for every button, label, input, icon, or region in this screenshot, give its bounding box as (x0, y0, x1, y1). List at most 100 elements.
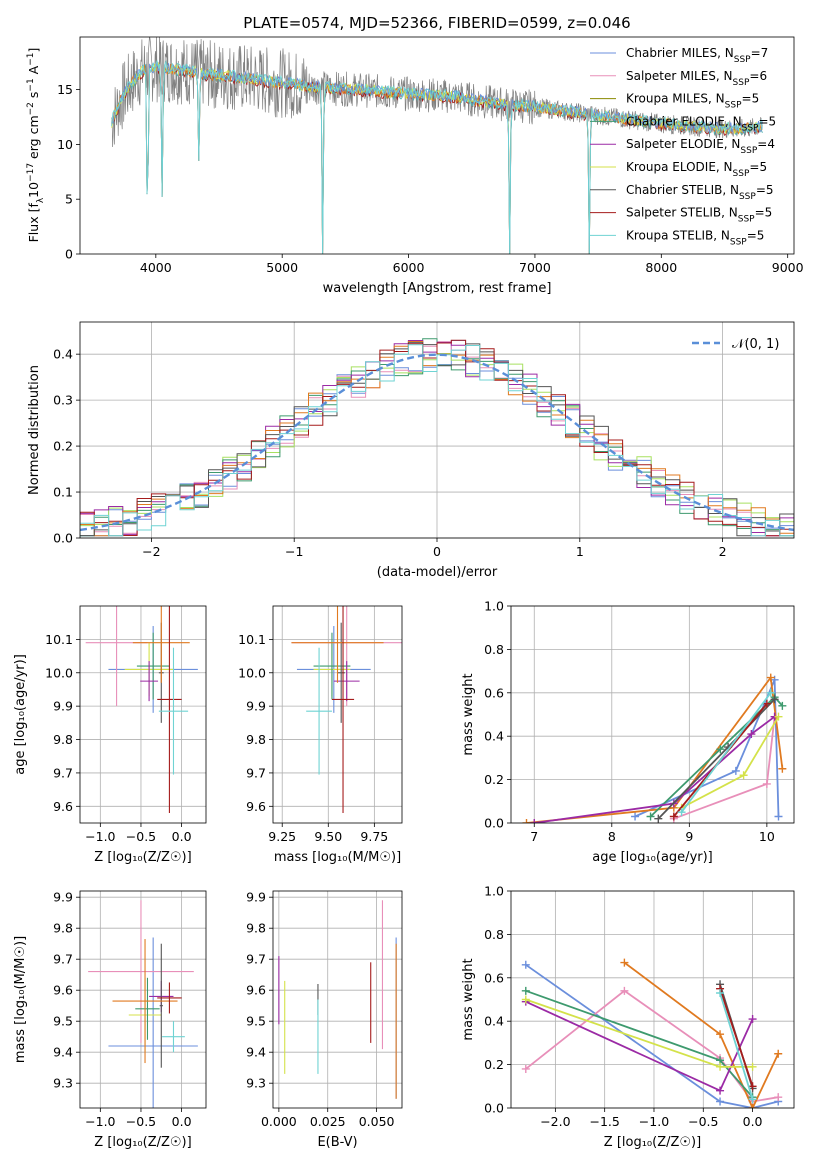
spectrum-legend-entry: Kroupa ELODIE, NSSP=5 (626, 160, 767, 179)
mass-vs-ebv-ytick-label: 9.8 (246, 921, 266, 936)
weight-vs-age-marker (677, 808, 686, 817)
spectrum-model-line-5 (111, 59, 763, 254)
mass-vs-ebv-ytick-label: 9.5 (246, 1014, 266, 1029)
weight-vs-age-ytick-label: 0.4 (484, 729, 504, 744)
residuals-xlabel: (data-model)/error (377, 565, 498, 580)
spectrum-legend-sub: SSP (730, 237, 747, 247)
age-vs-Z-ytick-label: 9.8 (53, 732, 73, 747)
spectrum-legend-entry: Chabrier STELIB, NSSP=5 (626, 183, 774, 202)
weight-vs-age-xtick-label: 9 (685, 829, 693, 844)
weight-vs-age-xtick-label: 8 (608, 829, 616, 844)
age-vs-Z-xtick-label: −0.5 (126, 829, 156, 844)
spectrum-legend-entry: Chabrier ELODIE, NSSP=5 (626, 114, 776, 133)
mass-vs-ebv-frame (272, 890, 403, 1109)
spectrum-legend-entry: Salpeter MILES, NSSP=6 (626, 69, 767, 88)
residuals-ytick-label: 0.3 (53, 393, 73, 408)
age-vs-mass-xtick-label: 9.25 (268, 829, 296, 844)
spectrum-legend-label: Kroupa STELIB, N (626, 228, 730, 242)
weight-vs-age-marker (522, 819, 531, 823)
spectrum-xtick-label: 4000 (140, 260, 172, 275)
weight-vs-age-marker (766, 688, 775, 697)
spectrum-xtick-label: 5000 (266, 260, 298, 275)
spectrum-legend-label: Salpeter STELIB, N (626, 206, 738, 220)
spectrum-legend-sub: SSP (739, 192, 756, 202)
spectrum-legend-value: =4 (757, 137, 775, 151)
weight-vs-Z-ylabel: mass weight (461, 958, 476, 1040)
spectrum-legend-value: =5 (755, 206, 773, 220)
residuals-xtick-label: 2 (719, 544, 727, 559)
weight-vs-age-marker (716, 745, 725, 754)
age-vs-mass-ytick-label: 9.8 (246, 732, 266, 747)
spectrum-ylabel-part: λ (36, 197, 46, 203)
weight-vs-Z-marker (716, 1086, 725, 1095)
weight-vs-age-marker (770, 695, 779, 704)
spectrum-ytick-label: 0 (65, 247, 73, 262)
weight-vs-Z-plot-area (521, 958, 783, 1108)
spectrum-ytick-label: 10 (57, 137, 73, 152)
age-vs-mass-ytick-label: 10.1 (238, 632, 266, 647)
spectrum-legend-label: Salpeter MILES, N (626, 69, 733, 83)
mass-vs-Z-ytick-label: 9.5 (53, 1014, 73, 1029)
weight-vs-Z-xtick-label: −2.0 (540, 1114, 570, 1129)
mass-vs-Z-ytick-label: 9.6 (53, 983, 73, 998)
weight-vs-age-frame (510, 605, 795, 824)
weight-vs-age-xlabel: age [log₁₀(age/yr)] (592, 850, 713, 865)
spectrum-ylabel-part: Flux [f (26, 203, 41, 243)
age-vs-Z-ytick-label: 9.7 (53, 765, 73, 780)
residuals-xtick-label: −2 (142, 544, 160, 559)
age-vs-Z-axes (80, 606, 206, 823)
spectrum-legend-entry: Kroupa STELIB, NSSP=5 (626, 228, 764, 247)
mass-vs-Z-frame (79, 890, 207, 1109)
mass-vs-ebv-ytick-label: 9.3 (246, 1076, 266, 1091)
spectrum-xlabel: wavelength [Angstrom, rest frame] (323, 281, 552, 296)
weight-vs-age-marker (766, 673, 775, 682)
weight-vs-Z-xtick-label: 0.0 (743, 1114, 763, 1129)
spectrum-legend-sub: SSP (742, 123, 759, 133)
spectrum-legend-label: Chabrier ELODIE, N (626, 114, 742, 128)
weight-vs-age-marker (747, 730, 756, 739)
spectrum-ylabel-part: s (26, 92, 41, 103)
mass-vs-ebv-xtick-label: 0.025 (310, 1114, 346, 1129)
age-vs-Z-xtick-label: −1.0 (85, 829, 115, 844)
age-vs-mass-ytick-label: 9.6 (246, 799, 266, 814)
residuals-ytick-label: 0.2 (53, 439, 73, 454)
weight-vs-age-marker (739, 771, 748, 780)
weight-vs-Z-ytick-label: 1.0 (484, 884, 504, 899)
spectrum-legend-value: =5 (747, 228, 765, 242)
age-vs-mass-xtick-label: 9.75 (360, 829, 388, 844)
weight-vs-age-ytick-label: 0.2 (484, 772, 504, 787)
age-vs-Z-ytick-label: 10.1 (45, 632, 73, 647)
residuals-plot-area (80, 338, 794, 538)
weight-vs-Z-marker (716, 1097, 725, 1106)
spectrum-xtick-label: 8000 (645, 260, 677, 275)
residuals-xtick-label: −1 (285, 544, 303, 559)
age-vs-Z-ytick-label: 9.9 (53, 699, 73, 714)
weight-vs-Z-marker (748, 1095, 757, 1104)
age-vs-mass-ytick-label: 9.7 (246, 765, 266, 780)
spectrum-ylabel-part: −2 (26, 102, 36, 115)
mass-vs-Z-ytick-label: 9.3 (53, 1076, 73, 1091)
residuals-ytick-label: 0.1 (53, 485, 73, 500)
weight-vs-Z-marker (774, 1093, 783, 1102)
spectrum-legend-entry: Kroupa MILES, NSSP=5 (626, 92, 759, 111)
weight-vs-age-marker (669, 812, 678, 821)
weight-vs-Z-series-line (719, 992, 754, 1100)
weight-vs-age-plot-area (522, 673, 787, 823)
age-vs-Z-plot-area (85, 606, 198, 813)
mass-vs-ebv-xtick-label: 0.000 (261, 1114, 297, 1129)
residuals-ytick-label: 0.0 (53, 531, 73, 546)
weight-vs-Z-marker (521, 995, 530, 1004)
mass-vs-Z-plot-area (88, 900, 198, 1108)
weight-vs-age-marker (774, 812, 783, 821)
age-vs-mass-plot-area (291, 606, 402, 813)
spectrum-ylabel-part: A (26, 65, 41, 78)
spectrum-xtick-label: 9000 (772, 260, 804, 275)
spectrum-title: PLATE=0574, MJD=52366, FIBERID=0599, z=0… (243, 14, 630, 32)
mass-vs-Z-axes (80, 891, 206, 1108)
weight-vs-age-marker (654, 814, 663, 823)
spectrum-legend-value: =6 (749, 69, 767, 83)
spectrum-legend-sub: SSP (738, 215, 755, 225)
weight-vs-Z-marker (620, 986, 629, 995)
mass-vs-ebv-xtick-label: 0.050 (359, 1114, 395, 1129)
mass-vs-Z-ytick-label: 9.7 (53, 952, 73, 967)
